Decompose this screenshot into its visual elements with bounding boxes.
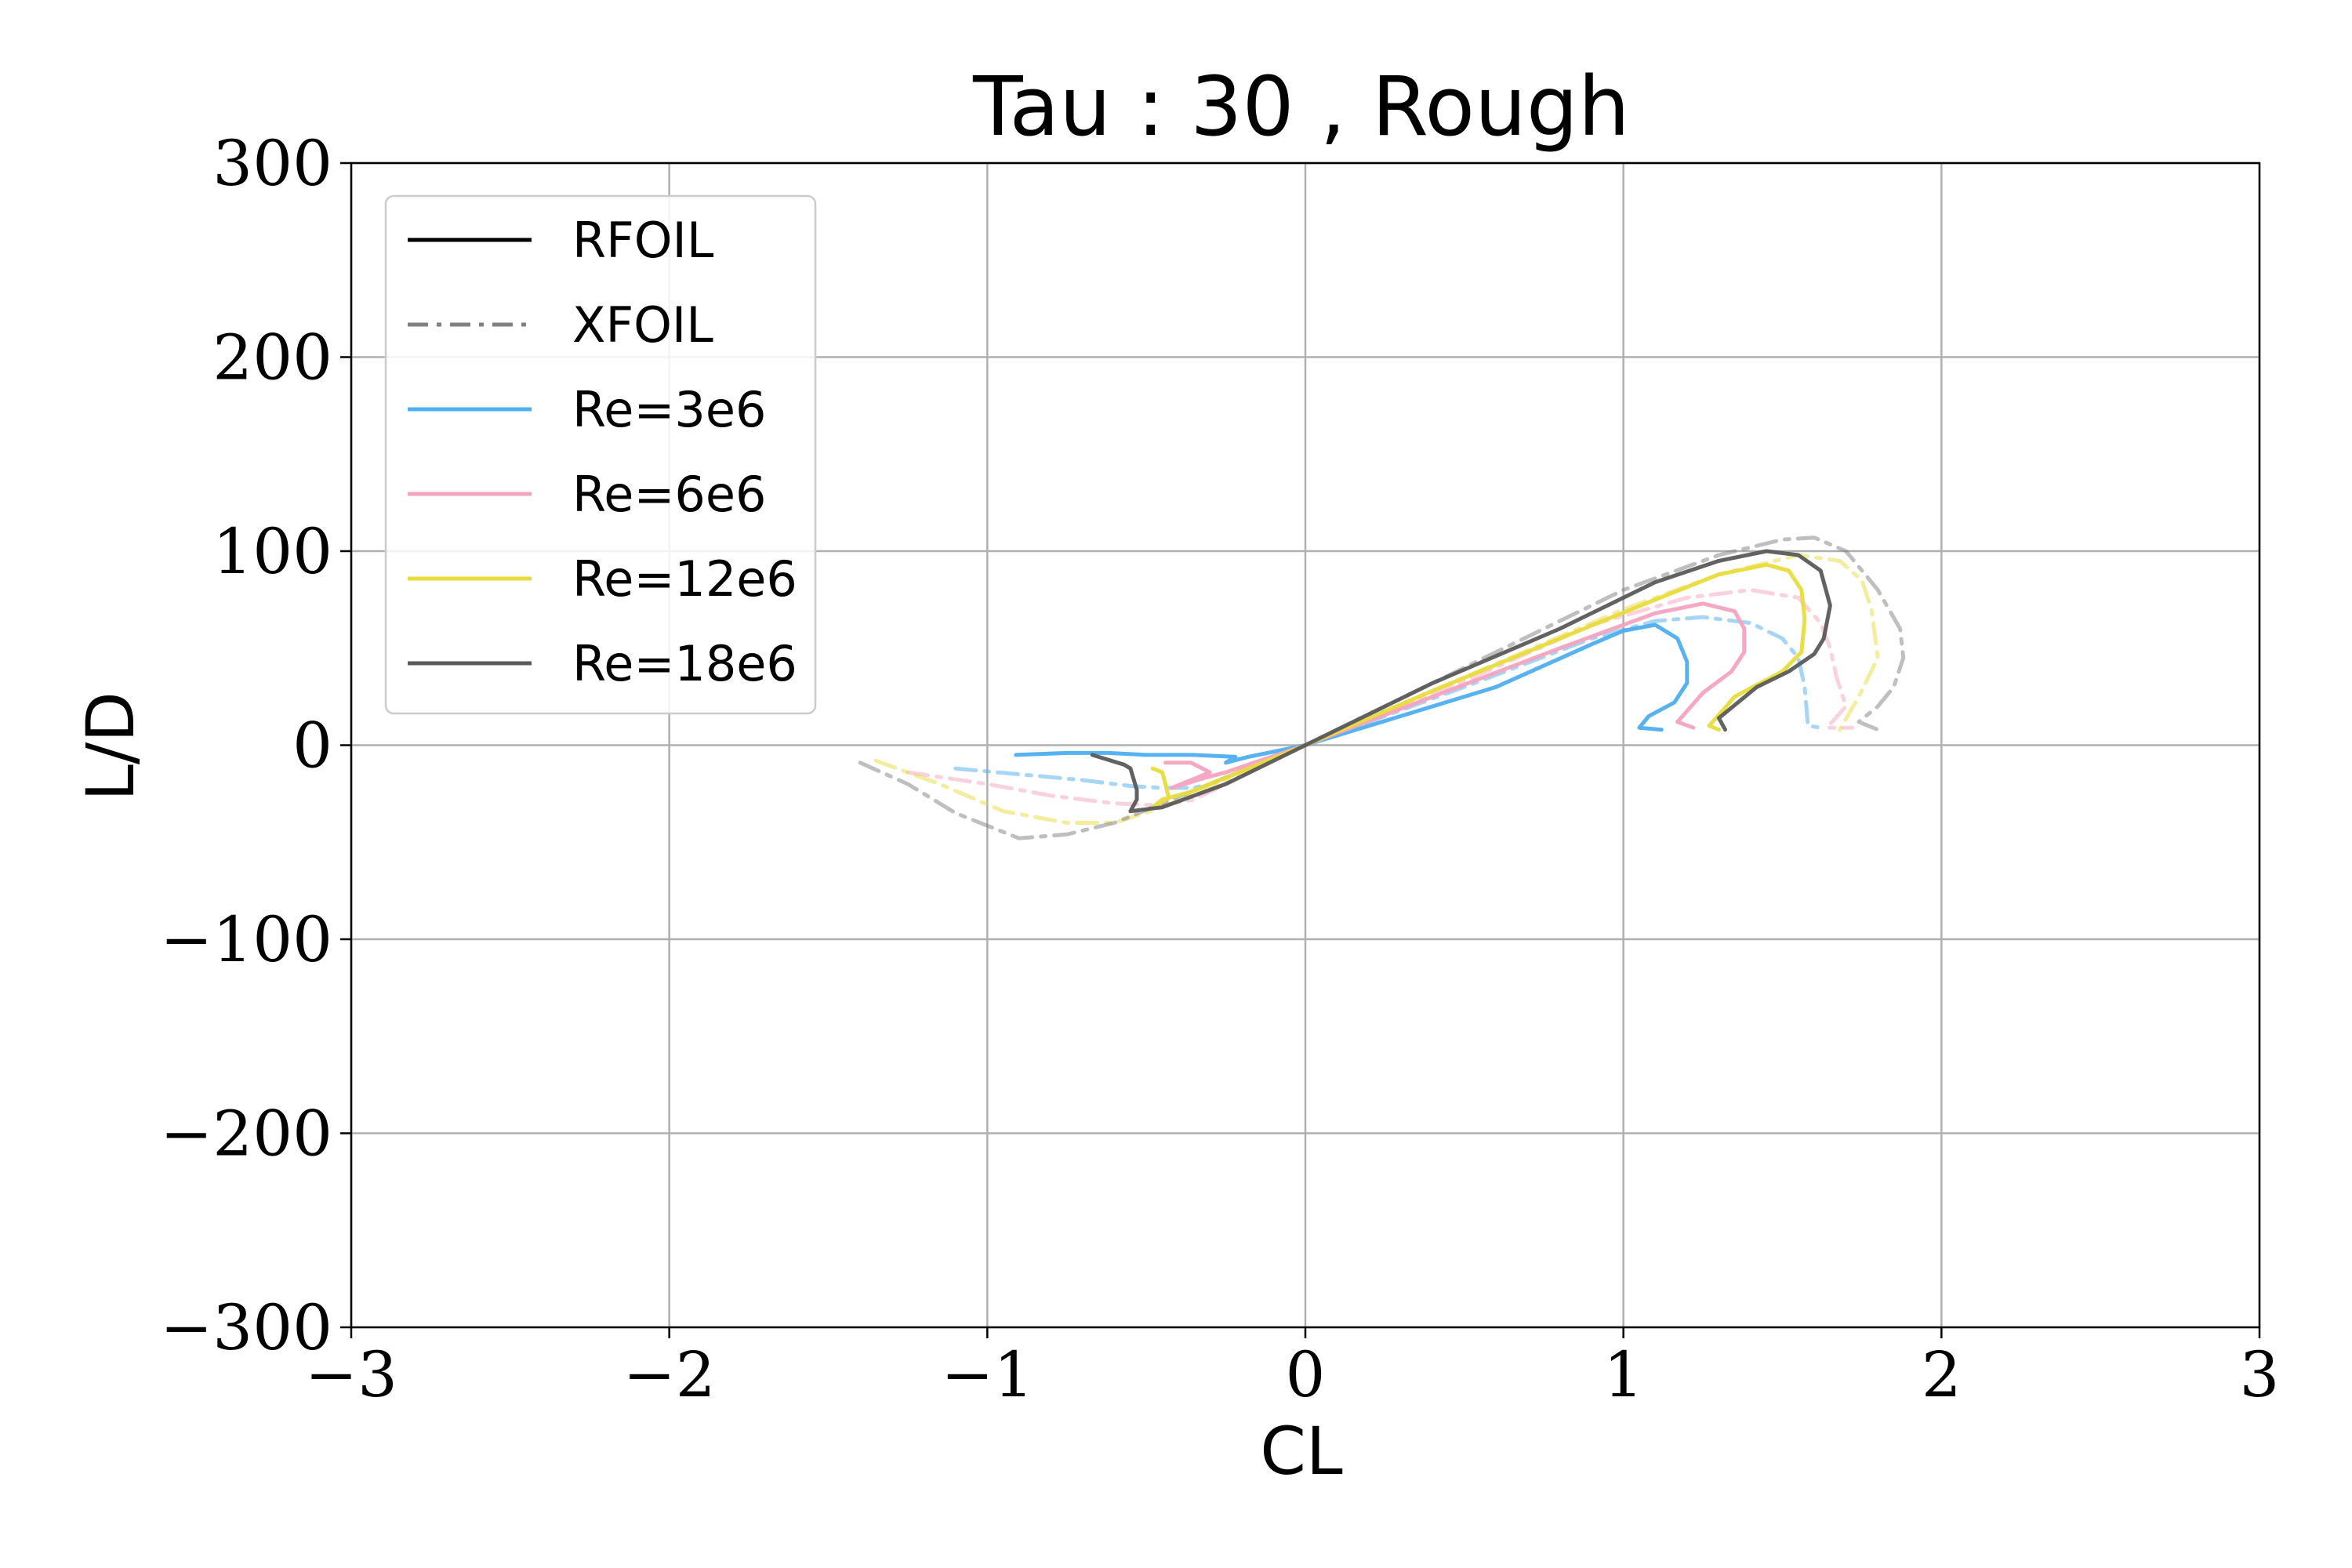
y-tick-label: −300 bbox=[160, 1291, 332, 1364]
legend-label: Re=18e6 bbox=[572, 635, 797, 692]
series-line-re-3e6-rfoil bbox=[1014, 622, 1690, 765]
series-line-re-18e6-rfoil bbox=[1090, 549, 1832, 814]
x-tick-label: −1 bbox=[941, 1338, 1033, 1411]
series-line-re-18e6-xfoil bbox=[858, 535, 1906, 840]
y-tick-label: −100 bbox=[160, 903, 332, 976]
legend-label: XFOIL bbox=[572, 296, 713, 354]
legend-label: Re=6e6 bbox=[572, 466, 766, 523]
series-line-re-12e6-xfoil bbox=[873, 553, 1880, 825]
y-axis-label: L/D bbox=[72, 691, 149, 801]
legend-label: RFOIL bbox=[572, 212, 714, 269]
series-line-re-12e6-rfoil bbox=[1150, 562, 1807, 810]
x-tick-label: 1 bbox=[1603, 1338, 1643, 1411]
x-tick-label: 2 bbox=[1922, 1338, 1962, 1411]
y-tick-label: −200 bbox=[160, 1098, 332, 1171]
x-tick-label: 3 bbox=[2240, 1338, 2280, 1411]
x-axis-label: CL bbox=[1260, 1413, 1343, 1490]
x-tick-label: −3 bbox=[305, 1338, 397, 1411]
x-tick-label: −2 bbox=[623, 1338, 716, 1411]
chart-title: Tau : 30 , Rough bbox=[972, 59, 1630, 154]
legend-label: Re=3e6 bbox=[572, 381, 766, 438]
series-line-re-3e6-xfoil bbox=[953, 615, 1823, 790]
y-tick-label: 100 bbox=[212, 515, 332, 588]
y-tick-label: 300 bbox=[212, 127, 332, 200]
legend: RFOIL XFOIL Re=3e6 Re=6e6 Re=12e6 Re=18e6 bbox=[384, 194, 817, 715]
series-line-re-6e6-rfoil bbox=[1163, 601, 1747, 790]
series-line-re-6e6-xfoil bbox=[906, 588, 1855, 808]
y-tick-label: 0 bbox=[292, 710, 332, 782]
series-lines bbox=[858, 535, 1906, 840]
y-tick-label: 200 bbox=[212, 321, 332, 394]
legend-label: Re=12e6 bbox=[572, 550, 797, 608]
axis-ticks: −3 −2 −1 0 1 2 3 −300 −200 −100 0 100 200 300 bbox=[160, 127, 2279, 1411]
x-tick-label: 0 bbox=[1286, 1338, 1326, 1411]
